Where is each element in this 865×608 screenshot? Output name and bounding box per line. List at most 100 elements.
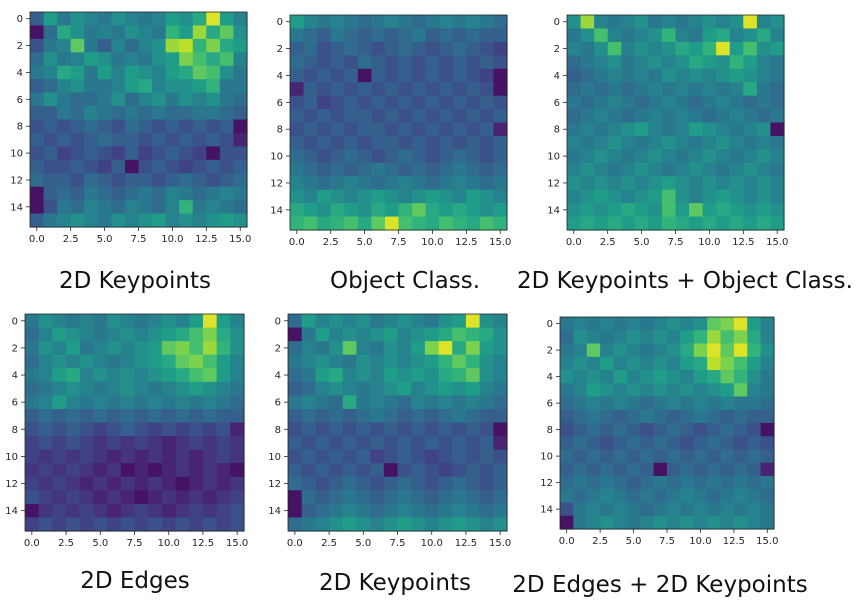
heatmap-cell [580,82,595,97]
heatmap-cell [729,95,744,110]
heatmap-cell [424,517,440,532]
heatmap-cell [219,146,235,161]
heatmap-cell [760,423,775,437]
heatmap-cell [425,216,440,231]
heatmap-cell [25,490,40,505]
heatmap-cell [648,55,663,70]
heatmap-cell [743,68,758,83]
y-tick-label: 0 [547,319,553,330]
heatmap-cell [680,462,695,477]
heatmap-cell [303,28,318,43]
heatmap-cell [357,203,372,218]
heatmap-cell [30,38,45,53]
heatmap-cell [667,383,681,398]
heatmap-cell [424,476,440,491]
x-tick-label: 2.5 [63,234,79,245]
heatmap-cell [165,132,180,147]
heatmap-cell [729,55,744,70]
heatmap-cell [43,186,58,201]
y-tick-label: 0 [12,316,18,327]
heatmap-cell [720,423,735,437]
x-tick-label: 10.0 [421,237,443,248]
heatmap-cell [600,317,615,331]
heatmap-cell [397,381,412,396]
heatmap-cell [466,82,481,97]
heatmap-cell [25,395,40,410]
heatmap-cell [84,159,99,174]
heatmap-cell [613,476,628,490]
heatmap-cell [25,327,40,342]
heatmap-cell [57,159,72,174]
heatmap-cell [383,503,399,519]
heatmap-cell [438,436,453,451]
heatmap-cell [52,476,67,491]
heatmap-cell [594,28,609,43]
heatmap-cell [733,423,748,437]
heatmap-cell [107,354,122,369]
heatmap-cell [613,515,628,530]
heatmap-cell [412,176,427,191]
heatmap-cell [384,149,400,164]
heatmap-cell [148,476,163,491]
heatmap-cell [452,55,467,70]
heatmap-cell [747,383,762,398]
heatmap-cell [52,368,67,383]
heatmap-cell [301,476,316,491]
heatmap-cell [329,395,344,410]
heatmap-cell [412,55,427,70]
heatmap-cell [438,341,453,356]
heatmap-cell [43,159,58,174]
heatmap-cell [57,106,72,121]
heatmap-cell [747,423,762,437]
heatmap-cell [760,515,775,530]
heatmap-cell [667,462,681,477]
heatmap-cell [424,314,440,329]
y-tick-label: 12 [5,479,18,490]
heatmap-cell [653,489,668,504]
heatmap-cell [303,203,318,218]
heatmap-cell [634,176,649,191]
heatmap-cell [397,503,412,519]
heatmap-cell [743,135,758,150]
heatmap-cell [357,82,372,97]
heatmap-cell [466,68,481,83]
heatmap-cell [702,109,717,124]
heatmap-cell [560,317,574,331]
heatmap-cell [424,436,440,451]
heatmap-cell [438,408,453,424]
heatmap-cell [756,135,772,150]
heatmap-cell [330,15,345,30]
heatmap-cell [743,55,758,70]
heatmap-cell [301,368,316,383]
heatmap-cell [356,503,371,519]
heatmap-cell [479,216,495,231]
heatmap-cell [57,200,72,215]
y-tick-label: 6 [275,398,281,409]
heatmap-cell [138,146,153,161]
heatmap-cell [357,135,372,150]
x-tick-label: 7.5 [668,237,684,248]
heatmap-cell [707,356,722,371]
heatmap-cell [66,517,81,532]
heatmap-cell [770,28,785,43]
heatmap-cell [648,162,663,177]
heatmap-cell [111,106,126,121]
heatmap-cell [567,41,582,56]
heatmap-cell [560,356,574,371]
heatmap-cell [383,490,399,505]
heatmap-cell [452,216,467,231]
heatmap-cell [586,515,601,530]
heatmap-cell [138,25,153,40]
heatmap-cell [97,106,112,121]
heatmap-cell [66,395,81,410]
heatmap-cell [626,409,641,424]
heatmap-cell [600,462,615,477]
heatmap-cell [466,28,481,43]
heatmap-cell [384,82,400,97]
heatmap-cell [38,314,53,329]
heatmap-cell [329,490,344,505]
heatmap-cell [626,502,641,517]
heatmap-cell [648,95,663,110]
